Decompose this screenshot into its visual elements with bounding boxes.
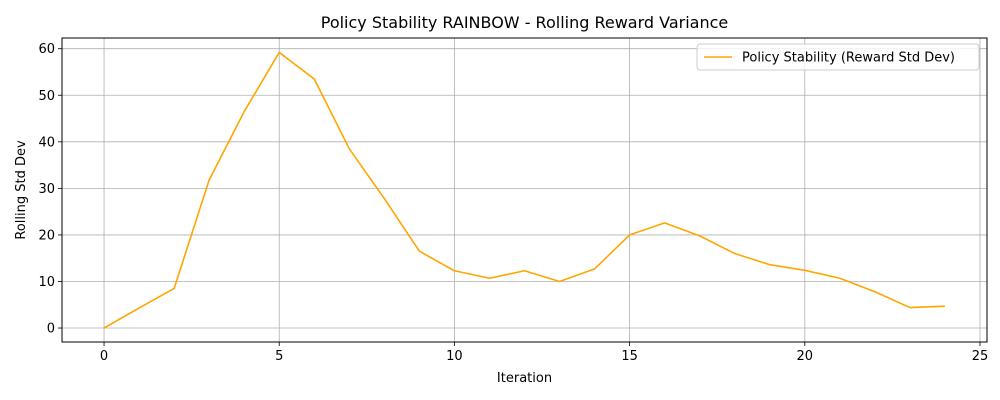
y-tick-label: 0 (47, 322, 55, 337)
grid-lines (62, 38, 987, 342)
series-line (103, 51, 945, 329)
x-tick-label: 20 (797, 349, 814, 364)
y-axis-title: Rolling Std Dev (14, 140, 29, 240)
x-axis-title: Iteration (497, 371, 552, 386)
x-tick-label: 0 (100, 349, 108, 364)
y-tick-label: 10 (38, 275, 55, 290)
series-layer (103, 51, 945, 329)
x-axis-ticks: 0 5 10 15 20 25 (100, 342, 988, 364)
chart-title: Policy Stability RAINBOW - Rolling Rewar… (321, 13, 729, 32)
plot-frame (61, 37, 988, 343)
x-tick-label: 10 (446, 349, 463, 364)
y-tick-label: 50 (38, 89, 55, 104)
y-tick-label: 30 (38, 182, 55, 197)
legend-label: Policy Stability (Reward Std Dev) (742, 51, 955, 66)
legend-box (696, 43, 980, 71)
x-tick-label: 5 (275, 349, 283, 364)
x-tick-label: 15 (621, 349, 638, 364)
y-tick-label: 40 (38, 135, 55, 150)
y-tick-label: 20 (38, 228, 55, 243)
legend: Policy Stability (Reward Std Dev) (696, 43, 980, 71)
x-tick-label: 25 (972, 349, 989, 364)
y-tick-label: 60 (38, 42, 55, 57)
y-axis-ticks: 0 10 20 30 40 50 60 (38, 42, 62, 337)
